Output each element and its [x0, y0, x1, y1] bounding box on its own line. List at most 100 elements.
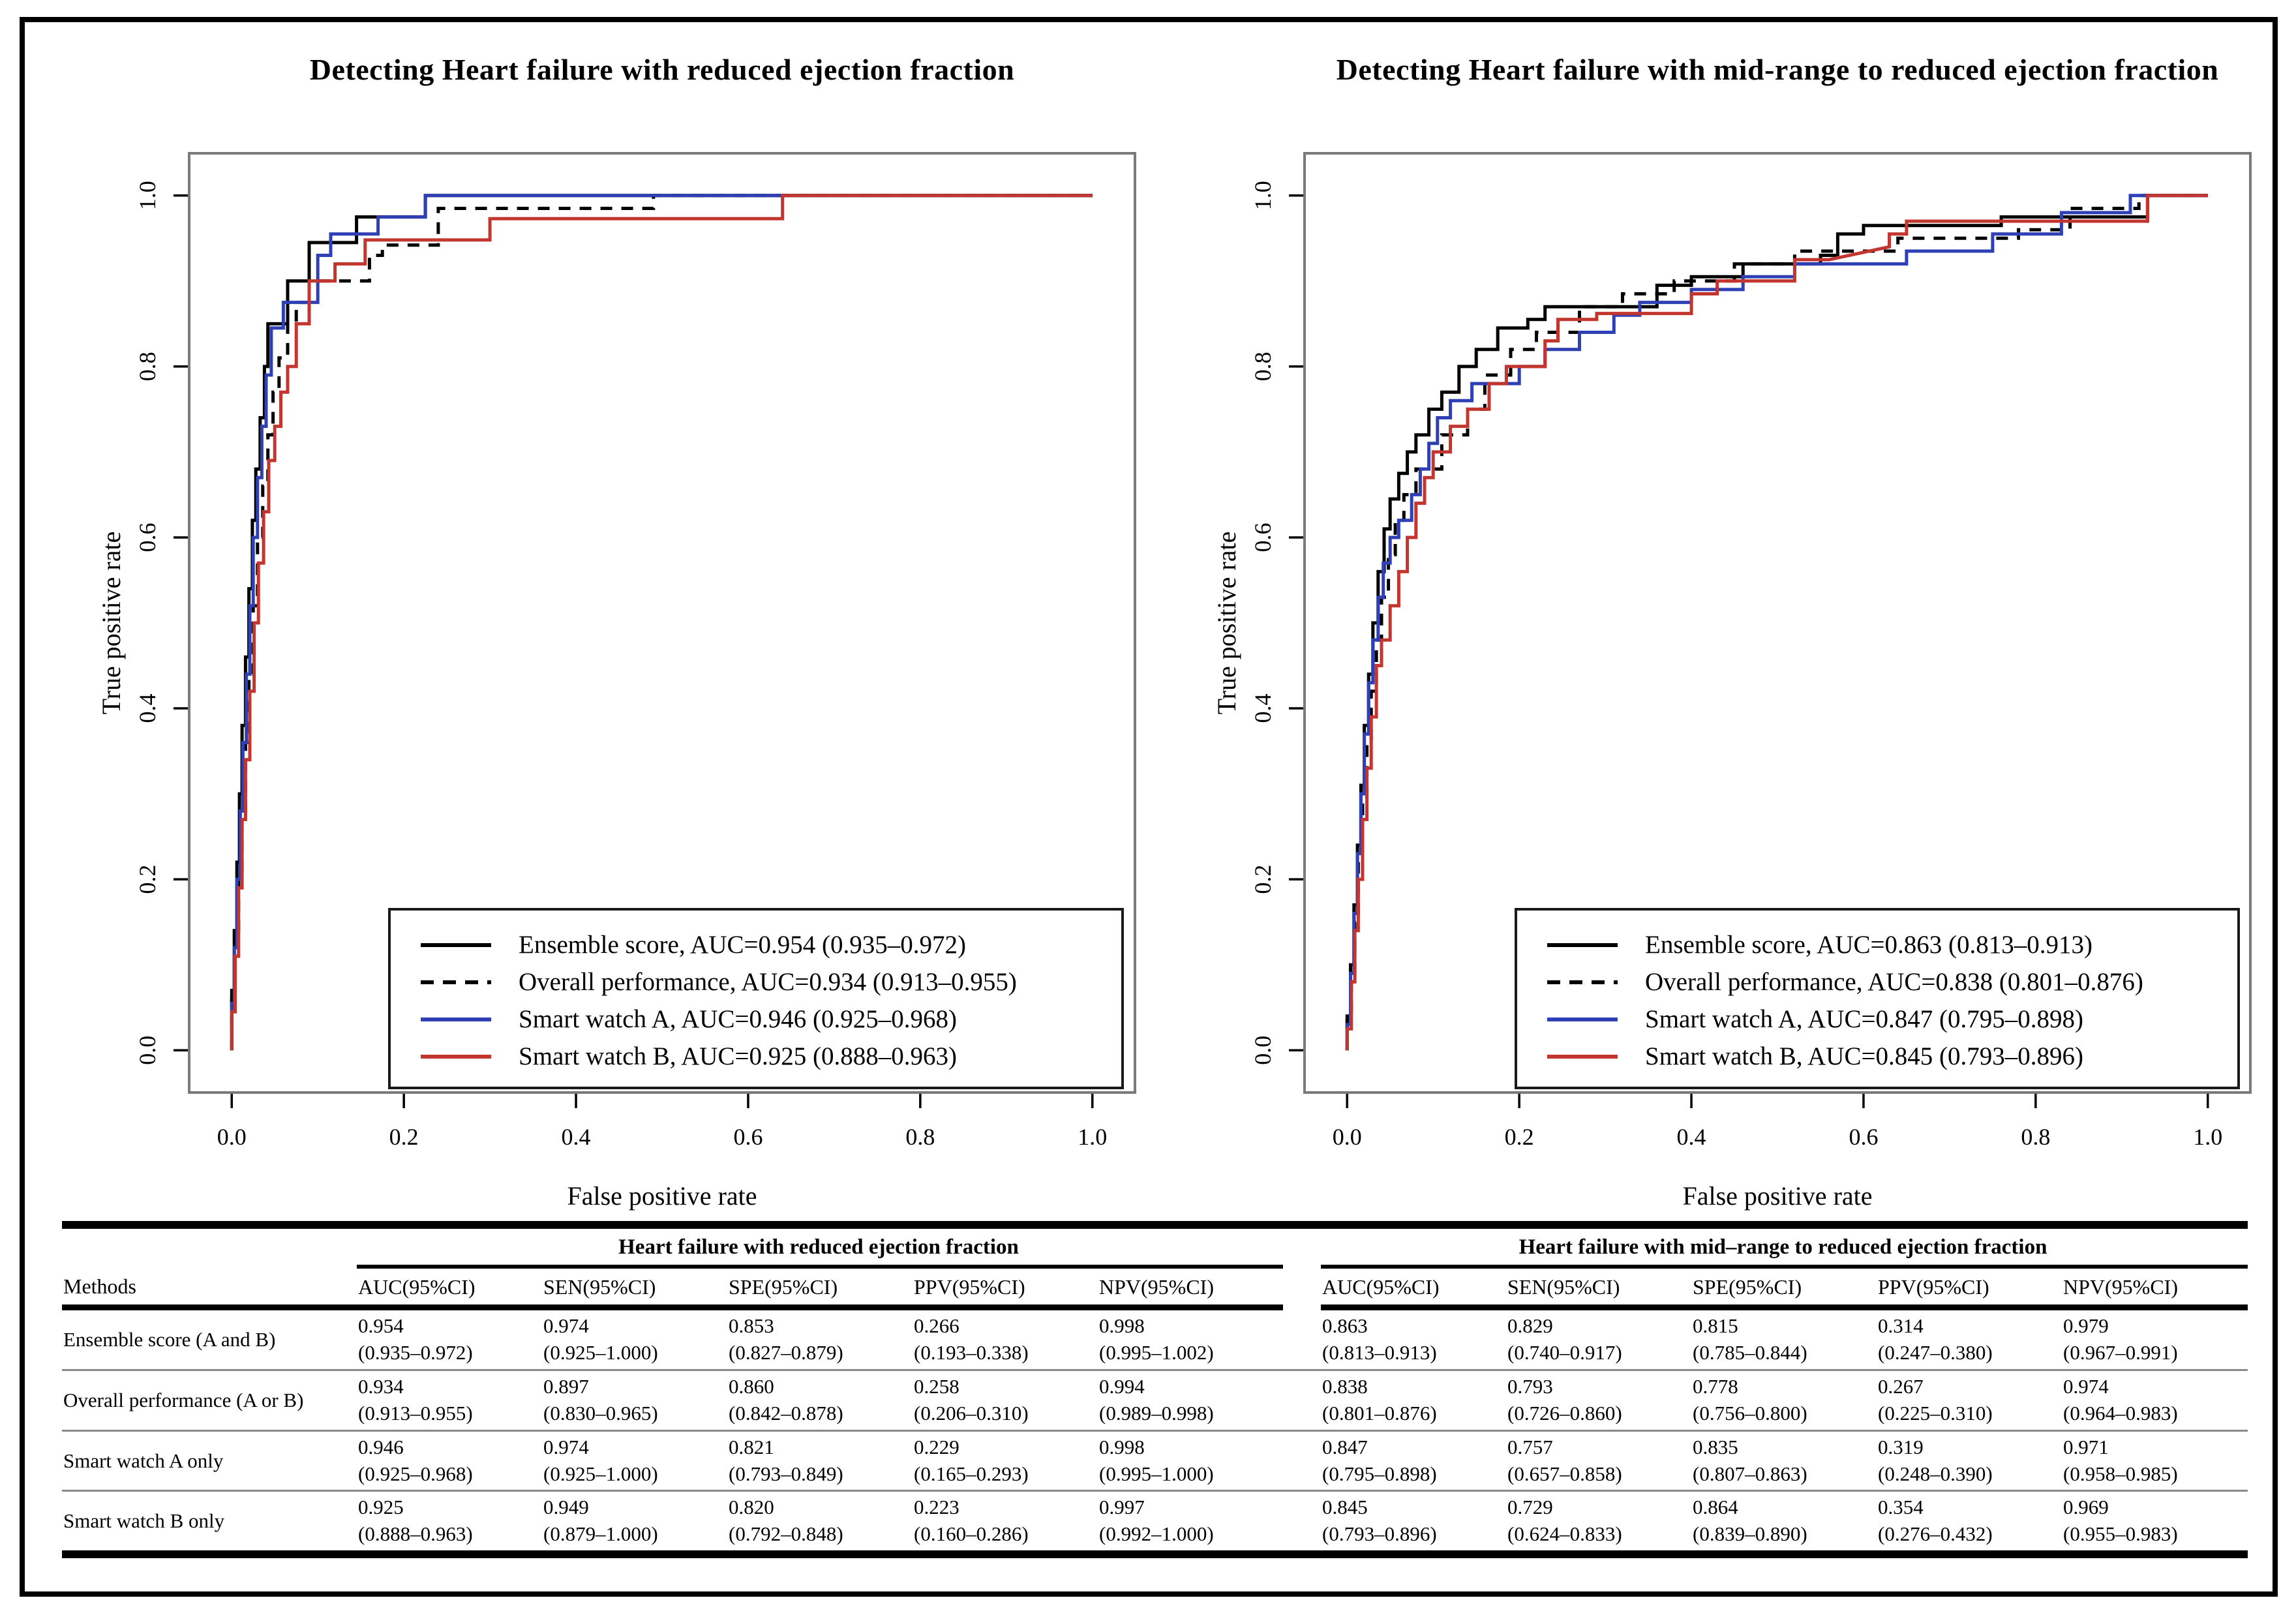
metric-cell: 0.949 (0.879–1.000) [542, 1490, 727, 1559]
metric-cell: 0.319 (0.248–0.390) [1877, 1430, 2062, 1492]
legend-line-sample [1547, 1054, 1618, 1059]
metric-cell: 0.974 (0.925–1.000) [542, 1430, 727, 1492]
metric-value: 0.319 [1878, 1435, 1924, 1458]
metric-cell: 0.974 (0.925–1.000) [542, 1307, 727, 1371]
y-tick-label: 0.4 [1250, 694, 1276, 723]
metric-cell: 0.267 (0.225–0.310) [1877, 1370, 2062, 1432]
legend-line-sample [1547, 980, 1618, 984]
legend-item: Smart watch A, AUC=0.946 (0.925–0.968) [419, 1001, 1121, 1038]
metric-cell: 0.971 (0.958–0.985) [2062, 1430, 2248, 1492]
metric-cell: 0.853 (0.827–0.879) [727, 1307, 913, 1371]
legend-item: Ensemble score, AUC=0.954 (0.935–0.972) [419, 926, 1121, 963]
group-header-left: Heart failure with reduced ejection frac… [357, 1225, 1283, 1269]
results-table: Heart failure with reduced ejection frac… [62, 1221, 2248, 1559]
metric-cell: 0.847 (0.795–0.898) [1321, 1430, 1506, 1492]
column-header: SPE(95%CI) [1691, 1267, 1877, 1310]
y-tick-label: 0.0 [1250, 1036, 1276, 1065]
metric-ci: (0.925–1.000) [543, 1462, 658, 1485]
legend-label: Smart watch A, AUC=0.946 (0.925–0.968) [519, 1005, 957, 1033]
metric-value: 0.863 [1322, 1314, 1368, 1337]
legend-line-sample [1547, 1017, 1618, 1021]
column-header: AUC(95%CI) [1321, 1267, 1506, 1310]
metric-ci: (0.827–0.879) [729, 1340, 843, 1364]
x-tick-label: 0.4 [1677, 1124, 1706, 1150]
metric-ci: (0.913–0.955) [358, 1401, 473, 1425]
table-row: Ensemble score (A and B) 0.954 (0.935–0.97… [62, 1307, 2248, 1371]
legend-item: Smart watch B, AUC=0.925 (0.888–0.963) [419, 1038, 1121, 1075]
metric-ci: (0.795–0.898) [1322, 1462, 1437, 1485]
metric-cell: 0.954 (0.935–0.972) [357, 1307, 542, 1371]
x-tick-label: 0.0 [217, 1124, 247, 1150]
metric-cell: 0.229 (0.165–0.293) [913, 1430, 1098, 1492]
left-roc-chart: 0.0 0.2 0.4 0.6 0.8 1.0 0.0 0.2 0.4 0.6 0.8 1.0 Fals… [98, 152, 1136, 1211]
metric-ci: (0.958–0.985) [2063, 1462, 2178, 1485]
figure-border [20, 17, 2278, 1597]
x-tick-label: 0.2 [1505, 1124, 1534, 1150]
legend-item: Ensemble score, AUC=0.863 (0.813–0.913) [1546, 926, 2237, 963]
legend-label: Ensemble score, AUC=0.954 (0.935–0.972) [519, 931, 966, 959]
method-name: Overall performance (A or B) [62, 1370, 357, 1432]
metric-ci: (0.247–0.380) [1878, 1340, 1993, 1364]
y-tick-label: 1.0 [134, 181, 160, 210]
plot-box [188, 152, 1136, 1094]
x-tick-label: 0.6 [1849, 1124, 1878, 1150]
legend-item: Overall performance, AUC=0.934 (0.913–0.… [419, 963, 1121, 1001]
column-header: PPV(95%CI) [1877, 1267, 2062, 1310]
metric-cell: 0.266 (0.193–0.338) [913, 1307, 1098, 1371]
metric-ci: (0.160–0.286) [914, 1522, 1029, 1546]
metric-cell: 0.969 (0.955–0.983) [2062, 1490, 2248, 1559]
x-axis-label: False positive rate [1682, 1181, 1872, 1211]
metric-cell: 0.778 (0.756–0.800) [1691, 1370, 1877, 1432]
metric-value: 0.998 [1099, 1435, 1145, 1458]
metric-ci: (0.879–1.000) [543, 1522, 658, 1546]
x-tick-label: 0.8 [2021, 1124, 2050, 1150]
metric-ci: (0.276–0.432) [1878, 1522, 1993, 1546]
method-name: Ensemble score (A and B) [62, 1307, 357, 1371]
legend-label: Smart watch B, AUC=0.845 (0.793–0.896) [1645, 1042, 2083, 1070]
row-gap [1283, 1307, 1321, 1371]
legend-label: Ensemble score, AUC=0.863 (0.813–0.913) [1645, 931, 2092, 959]
metric-ci: (0.248–0.390) [1878, 1462, 1993, 1485]
metric-value: 0.969 [2063, 1496, 2109, 1519]
metric-value: 0.971 [2063, 1435, 2109, 1458]
method-name: Smart watch B only [62, 1490, 357, 1559]
legend-item: Smart watch B, AUC=0.845 (0.793–0.896) [1546, 1038, 2237, 1075]
row-gap [1283, 1430, 1321, 1492]
x-tick-label: 0.6 [733, 1124, 763, 1150]
metric-value: 0.860 [729, 1374, 774, 1398]
roc-curve-smart-watch-a [230, 194, 1093, 1051]
group-header-spacer [62, 1225, 357, 1267]
y-tick-label: 1.0 [1250, 181, 1276, 210]
roc-curve-ensemble-score [230, 194, 1093, 1051]
metric-cell: 0.863 (0.813–0.913) [1321, 1307, 1506, 1371]
metric-ci: (0.995–1.000) [1099, 1462, 1214, 1485]
metric-ci: (0.165–0.293) [914, 1462, 1029, 1485]
metric-ci: (0.813–0.913) [1322, 1340, 1437, 1364]
table-row: Smart watch A only 0.946 (0.925–0.968) 0.97… [62, 1430, 2248, 1492]
metric-ci: (0.995–1.002) [1099, 1340, 1214, 1364]
x-tick-label: 0.2 [389, 1124, 419, 1150]
group-header-right: Heart failure with mid–range to reduced … [1321, 1225, 2248, 1269]
metric-cell: 0.860 (0.842–0.878) [727, 1370, 913, 1432]
right-roc-chart: 0.0 0.2 0.4 0.6 0.8 1.0 0.0 0.2 0.4 0.6 0.8 1.0 Fals… [1213, 152, 2252, 1211]
column-header: AUC(95%CI) [357, 1267, 542, 1310]
metric-value: 0.729 [1507, 1496, 1553, 1519]
metric-value: 0.835 [1693, 1435, 1738, 1458]
metric-ci: (0.935–0.972) [358, 1340, 473, 1364]
metric-cell: 0.835 (0.807–0.863) [1691, 1430, 1877, 1492]
group-gap [1283, 1225, 1321, 1267]
y-tick-label: 0.0 [134, 1036, 160, 1065]
legend-item: Overall performance, AUC=0.838 (0.801–0.… [1546, 963, 2237, 1001]
metric-cell: 0.998 (0.995–1.002) [1098, 1307, 1283, 1371]
table-row: Overall performance (A or B) 0.934 (0.913–… [62, 1370, 2248, 1432]
metric-value: 0.778 [1693, 1374, 1738, 1398]
left-plot-title: Detecting Heart failure with reduced eje… [309, 53, 1015, 86]
right-plot-title: Detecting Heart failure with mid-range t… [1336, 53, 2219, 86]
y-tick-label: 0.2 [134, 865, 160, 894]
legend-label: Smart watch A, AUC=0.847 (0.795–0.898) [1645, 1005, 2083, 1033]
metric-value: 0.838 [1322, 1374, 1368, 1398]
metric-value: 0.757 [1507, 1435, 1553, 1458]
metric-value: 0.266 [914, 1314, 959, 1337]
metric-value: 0.934 [358, 1374, 404, 1398]
